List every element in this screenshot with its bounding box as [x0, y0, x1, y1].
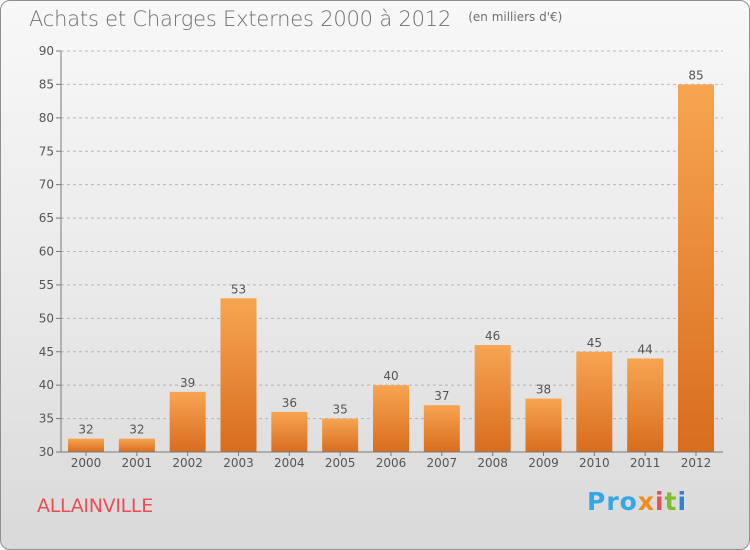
title-group: Achats et Charges Externes 2000 à 2012 (…: [29, 7, 562, 31]
location-label: ALLAINVILLE: [37, 495, 153, 517]
x-tick-label-2010: 2010: [579, 456, 610, 470]
bar-2002: [169, 391, 206, 452]
bar-2011: [627, 358, 664, 452]
x-tick-label-2007: 2007: [427, 456, 458, 470]
y-tick-label-40: 40: [39, 378, 54, 392]
y-tick-label-65: 65: [39, 211, 54, 225]
x-tick-label-2008: 2008: [477, 456, 508, 470]
x-tick-label-2000: 2000: [71, 456, 102, 470]
y-tick-label-45: 45: [39, 345, 54, 359]
data-label-2002: 39: [180, 376, 195, 390]
x-tick-label-2012: 2012: [681, 456, 712, 470]
y-tick-label-70: 70: [39, 178, 54, 192]
chart-unit: (en milliers d'€): [468, 10, 563, 24]
data-label-2005: 35: [333, 403, 348, 417]
data-label-2003: 53: [231, 282, 246, 296]
y-tick-label-85: 85: [39, 77, 54, 91]
y-tick-label-30: 30: [39, 445, 54, 459]
bar-2001: [118, 438, 155, 452]
x-tick-label-2003: 2003: [223, 456, 254, 470]
y-tick-label-55: 55: [39, 278, 54, 292]
bar-2000: [68, 438, 104, 452]
y-tick-label-50: 50: [39, 311, 54, 325]
y-tick-label-60: 60: [39, 245, 54, 259]
y-tick-label-35: 35: [39, 412, 54, 426]
x-tick-label-2002: 2002: [172, 456, 203, 470]
bar-2003: [220, 298, 257, 452]
chart-title: Achats et Charges Externes 2000 à 2012: [29, 7, 452, 31]
bar-2010: [576, 351, 613, 452]
logo-part-t: t: [664, 487, 678, 516]
data-label-2009: 38: [536, 383, 551, 397]
bar-2012: [678, 84, 714, 453]
x-tick-label-2001: 2001: [122, 456, 153, 470]
bar-2006: [373, 385, 409, 452]
y-tick-label-80: 80: [39, 111, 54, 125]
y-tick-label-75: 75: [39, 144, 54, 158]
data-label-2006: 40: [383, 369, 398, 383]
data-label-2001: 32: [129, 423, 144, 437]
bar-2004: [271, 411, 308, 452]
bar-2007: [423, 405, 460, 452]
x-tick-label-2004: 2004: [274, 456, 305, 470]
proxiti-logo: Proxiti: [587, 487, 687, 516]
data-label-2011: 44: [638, 342, 653, 356]
logo-part-x: x: [637, 487, 655, 516]
data-label-2008: 46: [485, 329, 500, 343]
x-tick-label-2011: 2011: [630, 456, 661, 470]
data-label-2012: 85: [688, 68, 703, 82]
data-label-2010: 45: [587, 336, 602, 350]
x-tick-label-2009: 2009: [528, 456, 559, 470]
y-tick-label-90: 90: [39, 44, 54, 58]
logo-part-pro: Pro: [587, 487, 638, 516]
bar-2008: [474, 345, 511, 452]
bar-2009: [525, 398, 562, 452]
bar-2005: [322, 418, 359, 452]
data-label-2004: 36: [282, 396, 297, 410]
logo-part-i1: i: [654, 487, 665, 516]
logo-part-i2: i: [677, 487, 688, 516]
x-tick-label-2006: 2006: [376, 456, 407, 470]
x-tick-label-2005: 2005: [325, 456, 356, 470]
data-label-2007: 37: [434, 389, 449, 403]
data-label-2000: 32: [78, 423, 93, 437]
